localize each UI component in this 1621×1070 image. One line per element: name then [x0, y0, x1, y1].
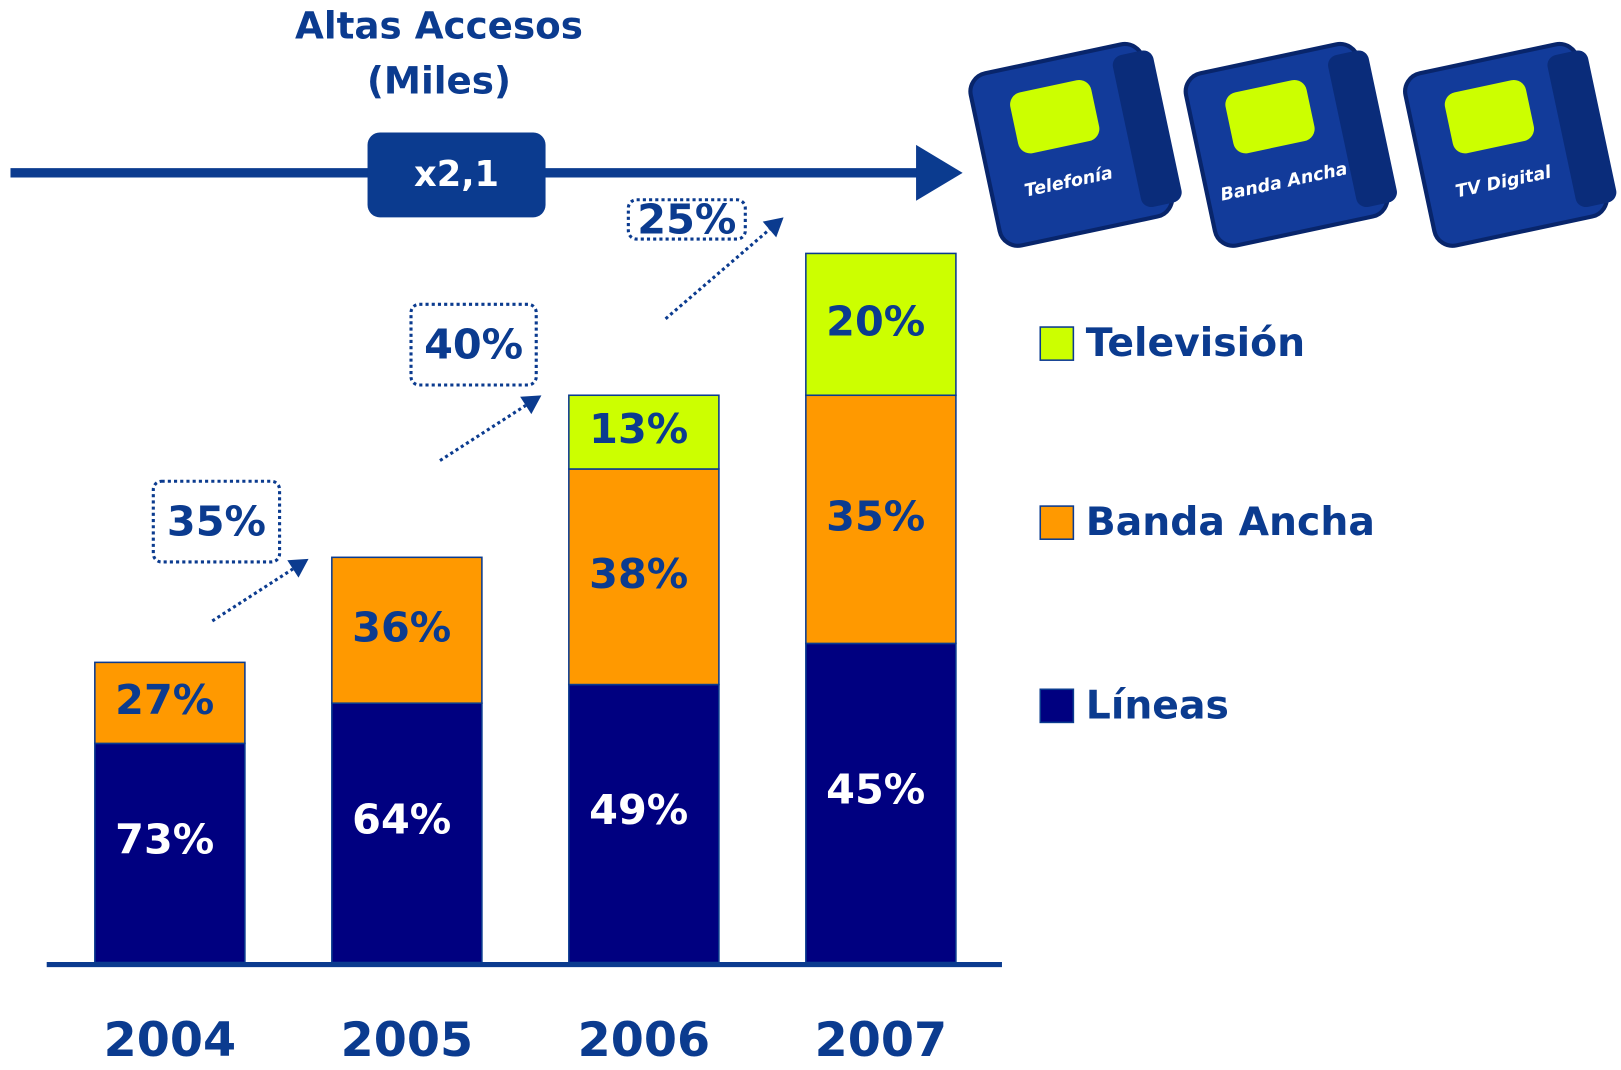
growth-arrow-head — [287, 559, 308, 578]
service-cube: Banda Ancha — [1182, 38, 1401, 249]
legend-swatch — [1040, 689, 1073, 722]
legend-label: Televisión — [1086, 321, 1305, 366]
growth-arrow-head — [520, 395, 541, 414]
page: Altas Accesos (Miles) x2,1 73% 27% 2004 64%… — [0, 0, 1621, 1070]
segment-label: 20% — [826, 297, 925, 345]
legend-label: Banda Ancha — [1086, 500, 1375, 545]
segment-label: 45% — [826, 766, 925, 814]
x-tick-label: 2004 — [104, 1013, 236, 1066]
arrow-head — [916, 145, 963, 201]
legend-label: Líneas — [1086, 683, 1229, 728]
x-tick-label: 2005 — [341, 1013, 473, 1066]
growth-arrow — [212, 569, 293, 621]
segment-label: 27% — [115, 676, 214, 724]
chart: Altas Accesos (Miles) x2,1 73% 27% 2004 64%… — [0, 0, 1621, 1066]
service-cube: TV Digital — [1402, 38, 1621, 249]
chart-title: Altas Accesos — [295, 3, 583, 47]
segment-label: 38% — [589, 550, 688, 598]
growth-label: 35% — [167, 498, 266, 546]
legend-swatch — [1040, 327, 1073, 360]
segment-label: 35% — [826, 492, 925, 540]
growth-label: 40% — [424, 321, 523, 369]
segment-label: 36% — [352, 603, 451, 651]
chart-subtitle: (Miles) — [367, 58, 511, 102]
segment-label: 49% — [589, 786, 688, 834]
legend-swatch — [1040, 506, 1073, 539]
segment-label: 13% — [589, 405, 688, 453]
growth-label: 25% — [637, 196, 736, 244]
segment-label: 73% — [115, 816, 214, 864]
x-tick-label: 2006 — [578, 1013, 710, 1066]
x-tick-label: 2007 — [815, 1013, 947, 1066]
growth-arrow — [440, 405, 526, 460]
growth-badge-label: x2,1 — [414, 154, 499, 195]
segment-label: 64% — [352, 795, 451, 843]
service-cube: Telefonía — [967, 38, 1186, 249]
